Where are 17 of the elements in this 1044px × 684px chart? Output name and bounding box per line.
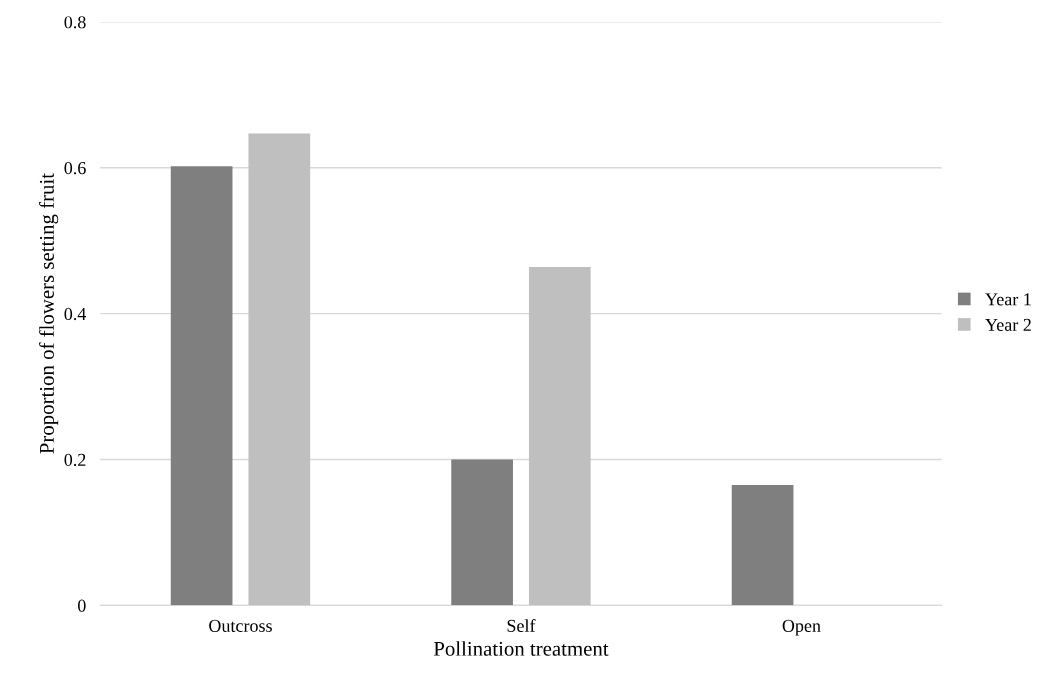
y-tick-label: 0 bbox=[78, 599, 86, 612]
bar bbox=[248, 133, 311, 606]
y-tick-label: 0.4 bbox=[64, 307, 87, 321]
x-tick-label: Self bbox=[507, 619, 536, 632]
bar bbox=[731, 485, 794, 606]
x-tick-label: Outcross bbox=[209, 619, 272, 632]
bar bbox=[170, 166, 233, 606]
legend-label: Year 1 bbox=[985, 293, 1031, 306]
bar bbox=[528, 266, 591, 606]
y-axis-title: Proportion of flowers setting fruit bbox=[39, 173, 59, 454]
y-tick-label: 0.8 bbox=[64, 16, 86, 29]
y-tick-label: 0.6 bbox=[64, 162, 86, 175]
x-axis-title: Pollination treatment bbox=[433, 641, 609, 656]
bar bbox=[451, 459, 513, 606]
y-tick-label: 0.2 bbox=[64, 453, 86, 466]
x-tick-label: Open bbox=[782, 619, 821, 636]
legend-label: Year 2 bbox=[985, 318, 1031, 331]
